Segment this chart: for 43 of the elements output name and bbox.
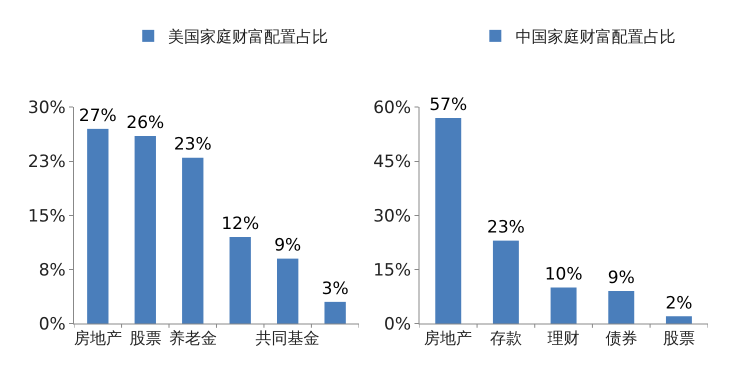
data-label: 10% (544, 264, 582, 284)
data-label: 2% (665, 293, 692, 314)
data-label: 26% (126, 113, 164, 134)
y-tick-label: 8% (38, 260, 66, 280)
legend-label: 美国家庭财富配置占比 (168, 27, 328, 46)
y-tick-label: 0% (384, 314, 411, 334)
y-tick-label: 23% (28, 152, 66, 172)
bar (324, 302, 346, 324)
bar (492, 240, 519, 324)
x-tick-label: 股票 (129, 328, 162, 348)
bar (230, 236, 251, 324)
y-tick-label: 30% (28, 98, 66, 118)
data-label: 9% (274, 236, 302, 256)
bar (277, 258, 298, 324)
bar (666, 316, 692, 324)
bar (134, 136, 156, 324)
y-tick-label: 30% (373, 206, 411, 226)
bar (550, 287, 577, 324)
x-tick-label: 共同基金 (256, 328, 320, 348)
y-tick-label: 15% (373, 260, 411, 280)
x-tick-label: 房地产 (424, 328, 472, 348)
x-tick-label: 理财 (548, 328, 580, 348)
bar (435, 118, 462, 324)
x-tick-label: 存款 (490, 328, 522, 348)
y-tick-label: 0% (38, 314, 66, 334)
x-tick-label: 股票 (662, 328, 695, 348)
y-tick-label: 15% (28, 206, 66, 226)
x-tick-label: 房地产 (74, 328, 122, 348)
bar (608, 291, 634, 324)
data-label: 27% (78, 106, 117, 126)
data-label: 9% (608, 268, 635, 288)
bar (87, 128, 108, 324)
data-label: 23% (174, 134, 212, 155)
bar (182, 158, 204, 324)
y-tick-label: 60% (373, 98, 411, 118)
data-label: 23% (487, 218, 525, 238)
y-tick-label: 45% (373, 152, 411, 172)
data-label: 3% (322, 278, 349, 299)
x-tick-label: 债券 (605, 328, 638, 348)
legend-label: 中国家庭财富配置占比 (515, 27, 676, 46)
data-label: 57% (429, 95, 468, 116)
data-label: 12% (221, 214, 260, 234)
x-tick-label: 养老金 (168, 328, 217, 348)
